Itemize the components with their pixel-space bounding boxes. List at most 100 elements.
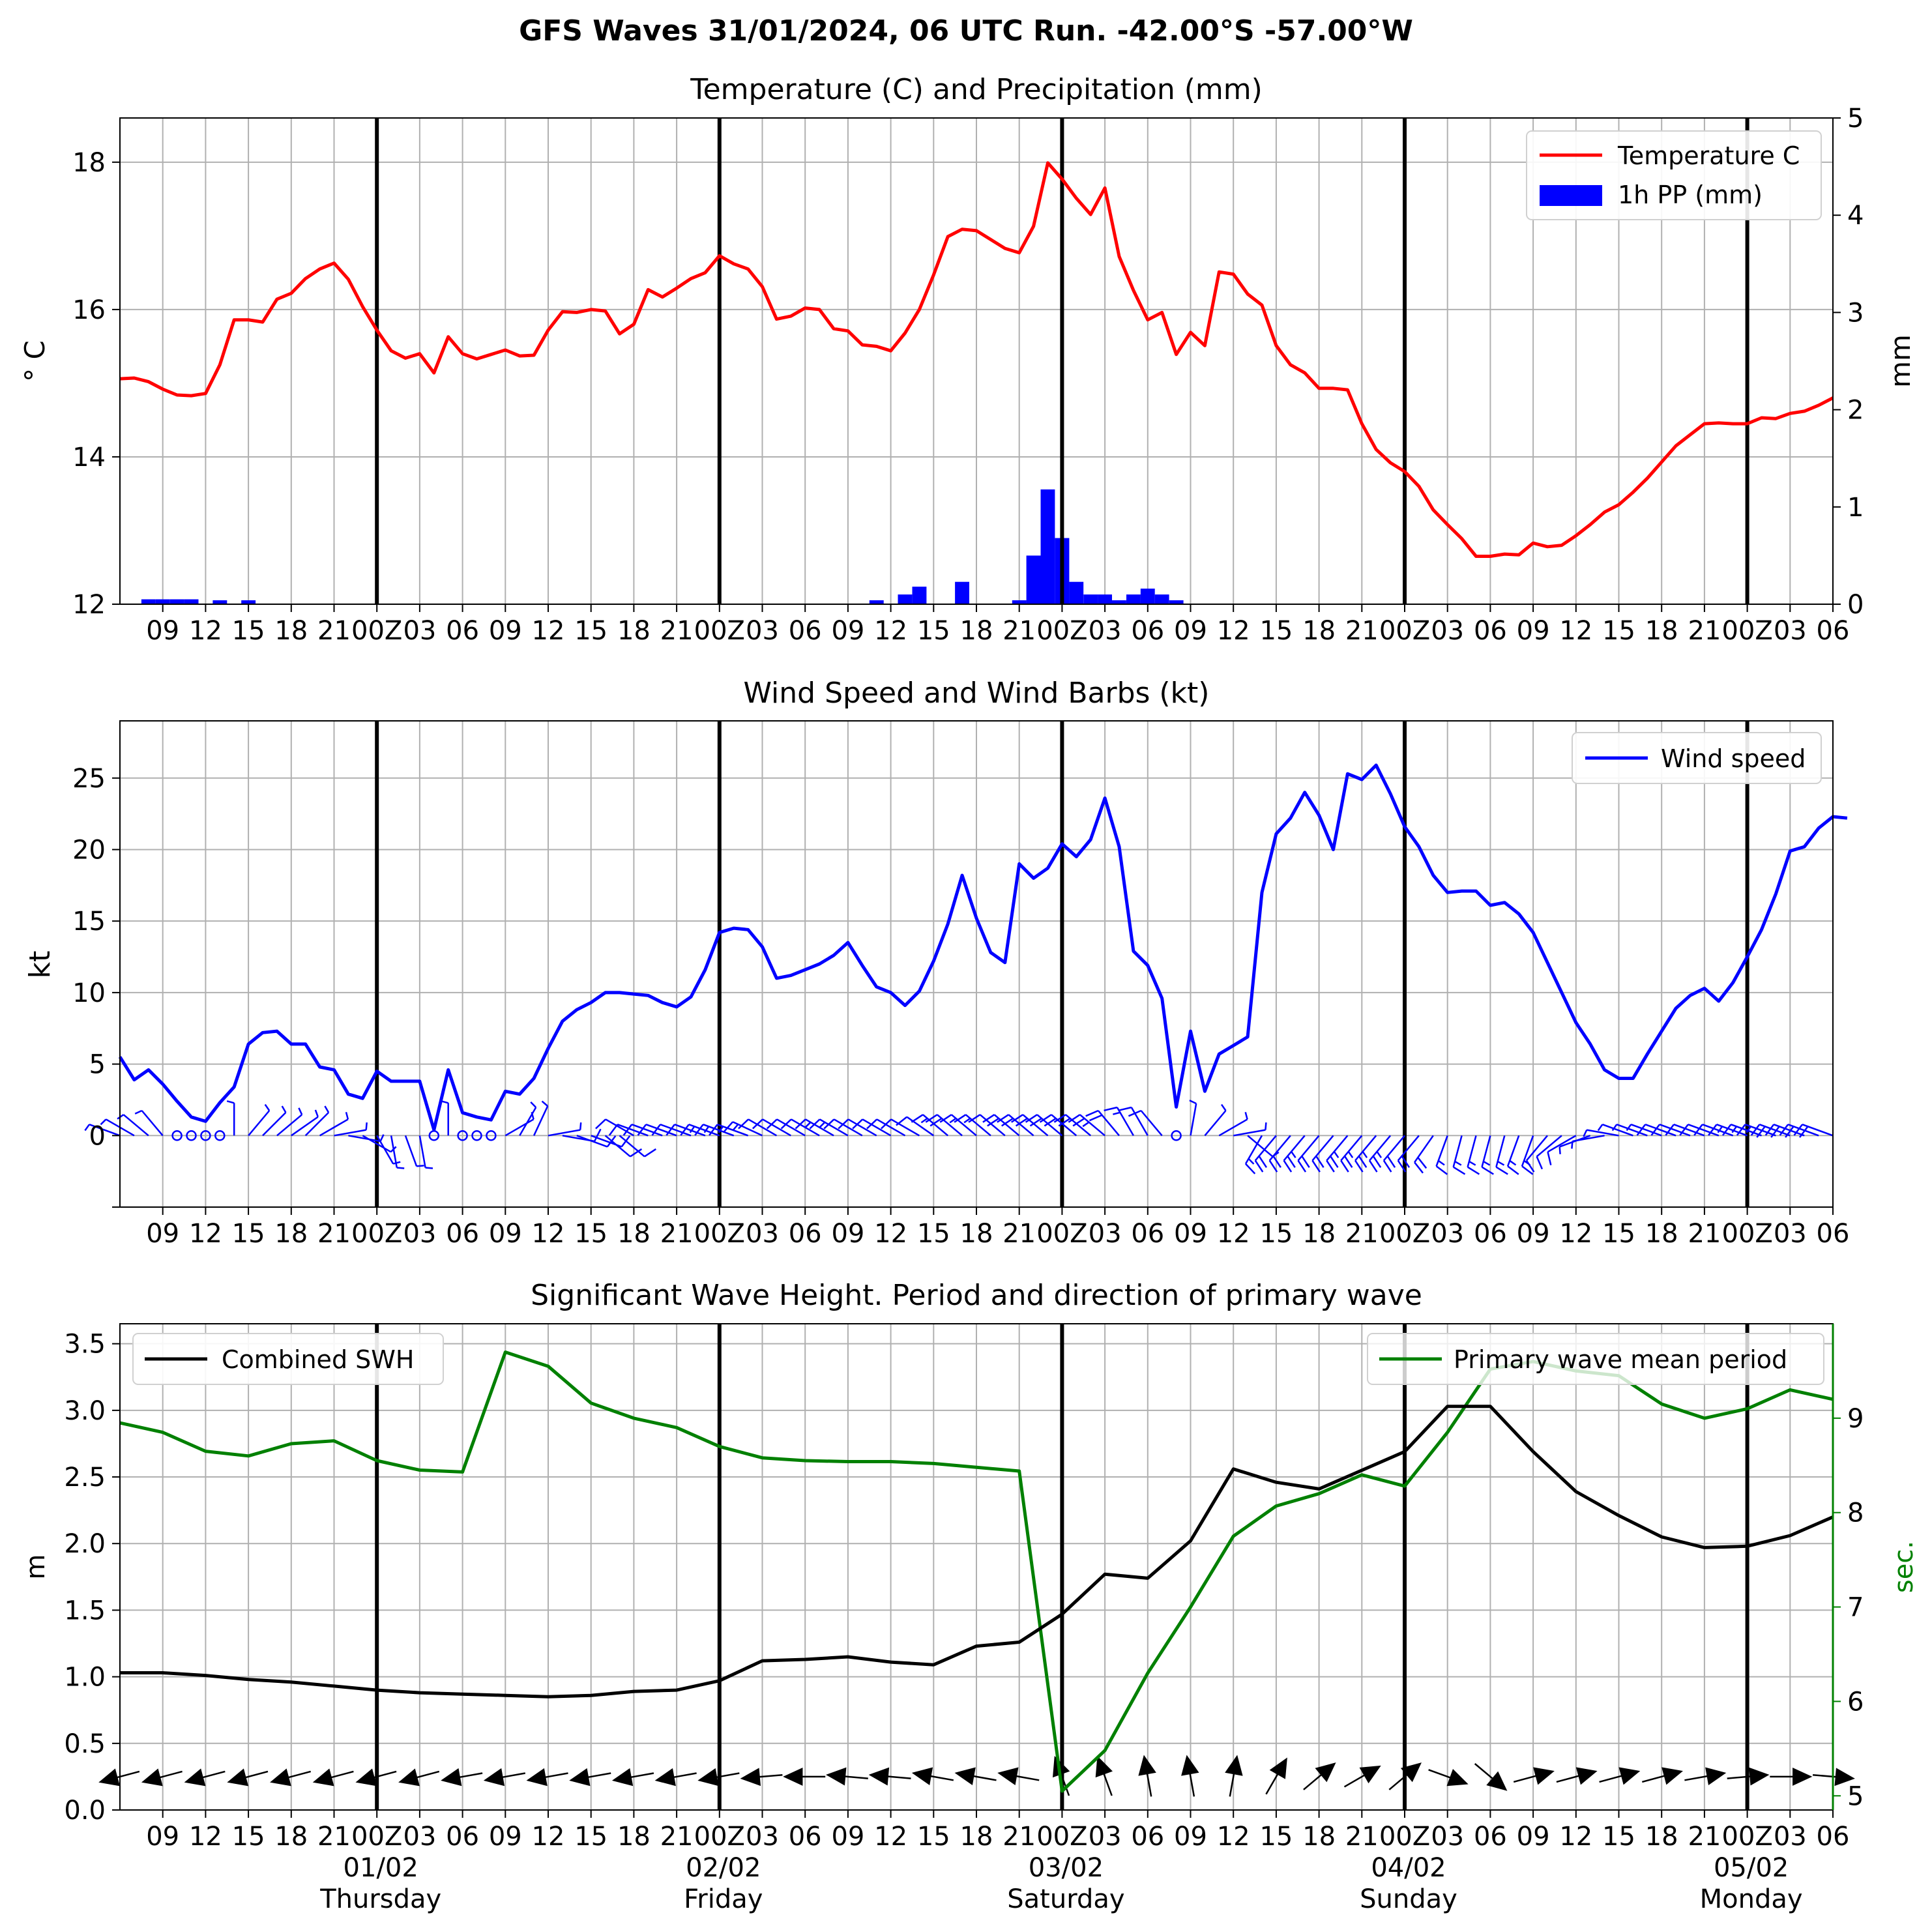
wind-barb-53 [838, 1118, 877, 1137]
legend-swh-label: Combined SWH [222, 1345, 414, 1374]
p3-y2tick-label-0: 5 [1847, 1781, 1864, 1811]
p2-xtick-label-30: 03 [1431, 1219, 1464, 1249]
wind-barb-72 [1118, 1106, 1149, 1136]
p3-xtick-label-14: 03 [746, 1822, 779, 1852]
p3-xtick-label-25: 12 [1217, 1822, 1250, 1852]
p1-xtick-label-16: 09 [831, 616, 864, 646]
p1-xtick-label-1: 12 [189, 616, 222, 646]
p1-xtick-label-27: 18 [1302, 616, 1336, 646]
p1-ytick-label-2: 16 [72, 295, 106, 325]
p3-xtick-label-36: 21 [1688, 1822, 1721, 1852]
precip-bar-19 [1140, 589, 1155, 604]
wind-barb-6 [200, 1130, 211, 1141]
wind-barb-7 [214, 1130, 226, 1141]
wind-barb-68 [1053, 1114, 1092, 1137]
p1-y2tick-label-2: 2 [1847, 396, 1864, 426]
p2-xtick-label-37: 00Z [1721, 1219, 1772, 1249]
wind-barb-37 [608, 1124, 649, 1137]
wind-barb-69 [1068, 1114, 1105, 1137]
wind-barb-13 [304, 1105, 330, 1137]
p2-xtick-label-23: 06 [1131, 1219, 1164, 1249]
panel1-ylabel: ° C [19, 340, 51, 382]
wind-barb-112 [1679, 1124, 1720, 1137]
p2-xtick-label-2: 15 [232, 1219, 265, 1249]
p2-xtick-label-18: 15 [917, 1219, 950, 1249]
wind-barb-52 [823, 1118, 863, 1137]
panel1-title: Temperature (C) and Precipitation (mm) [690, 73, 1263, 106]
p1-xtick-label-20: 21 [1003, 616, 1036, 646]
p1-y2tick-label-3: 3 [1847, 298, 1864, 328]
p2-ytick-label-5: 25 [72, 764, 106, 794]
p1-xtick-label-32: 09 [1517, 616, 1550, 646]
p2-ytick-label-3: 15 [72, 907, 106, 937]
p2-xtick-label-12: 21 [660, 1219, 694, 1249]
panel1-day-dividers [375, 118, 1749, 604]
panel1-y2-ticks: 0 1 2 3 4 5 [1833, 104, 1864, 620]
p3-xtick-label-7: 06 [446, 1822, 479, 1852]
panel2-legend-box [1572, 732, 1822, 784]
wind-barb-56 [881, 1118, 920, 1137]
day-weekday-label-2: Saturday [1007, 1884, 1124, 1914]
wind-barb-42 [680, 1124, 720, 1137]
precip-bar-3 [184, 599, 199, 604]
precip-bar-7 [898, 594, 913, 604]
panel3-ylabel: m [21, 1554, 51, 1580]
p1-y2tick-label-1: 1 [1847, 493, 1864, 523]
p2-xtick-label-20: 21 [1003, 1219, 1036, 1249]
p2-xtick-label-36: 21 [1688, 1219, 1721, 1249]
wind-barb-20 [404, 1135, 424, 1167]
panel3-y2-ticks: 5 6 7 8 9 [1833, 1404, 1864, 1811]
wave-direction-arrow-30 [1388, 1762, 1422, 1790]
p2-xtick-label-27: 18 [1302, 1219, 1336, 1249]
panel3-y-ticks: 0.0 0.5 1.0 1.5 2.0 2.5 3.0 3.5 [64, 1330, 120, 1826]
p3-ytick-label-4: 2.0 [64, 1529, 106, 1559]
panel3-y2label: sec. [1889, 1541, 1919, 1593]
wind-barb-97 [1495, 1135, 1508, 1175]
panel2-grid [120, 721, 1834, 1207]
p3-xtick-label-0: 09 [146, 1822, 179, 1852]
p3-xtick-label-37: 00Z [1721, 1822, 1772, 1852]
p3-ytick-label-2: 1.0 [64, 1663, 106, 1693]
panel1-legend: Temperature C 1h PP (mm) [1526, 130, 1822, 220]
precip-bar-14 [1069, 581, 1084, 604]
day-weekday-label-1: Friday [684, 1884, 763, 1914]
wave-direction-arrow-1 [141, 1768, 183, 1787]
wind-barb-94 [1452, 1135, 1466, 1175]
p3-ytick-label-7: 3.5 [64, 1330, 106, 1360]
p3-xtick-label-1: 12 [189, 1822, 222, 1852]
wind-speed-line [118, 763, 1848, 1131]
p1-xtick-label-21: 00Z [1036, 616, 1087, 646]
wind-barb-44 [709, 1124, 749, 1137]
p3-xtick-label-27: 18 [1302, 1822, 1336, 1852]
panel3-legend-left: Combined SWH [132, 1333, 444, 1385]
wave-direction-arrow-23 [1095, 1756, 1113, 1796]
wind-barb-57 [896, 1116, 935, 1137]
wave-direction-arrow-31 [1428, 1769, 1469, 1787]
precip-bar-9 [955, 581, 969, 604]
p3-xtick-label-39: 06 [1817, 1822, 1850, 1852]
wind-barb-43 [694, 1124, 735, 1137]
wind-barb-9 [248, 1103, 271, 1137]
wave-direction-arrow-4 [270, 1768, 312, 1787]
p3-xtick-label-18: 15 [917, 1822, 950, 1852]
p3-xtick-label-20: 21 [1003, 1822, 1036, 1852]
wind-panel: Wind Speed and Wind Barbs (kt) 0 5 10 15 20 2… [23, 677, 1849, 1249]
p2-xtick-label-22: 03 [1089, 1219, 1122, 1249]
p3-xtick-label-26: 15 [1259, 1822, 1293, 1852]
wind-barb-111 [1665, 1124, 1705, 1137]
p3-xtick-label-34: 15 [1602, 1822, 1635, 1852]
wave-direction-arrow-38 [1727, 1767, 1770, 1786]
wind-barb-76 [1204, 1103, 1227, 1137]
p1-xtick-label-35: 18 [1645, 616, 1678, 646]
p3-xtick-label-19: 18 [960, 1822, 993, 1852]
wave-direction-arrow-25 [1181, 1755, 1199, 1797]
wave-direction-arrow-3 [227, 1768, 269, 1787]
panel3-title: Significant Wave Height. Period and dire… [531, 1279, 1422, 1312]
wind-barb-108 [1626, 1124, 1662, 1137]
wind-barb-101 [1536, 1135, 1562, 1170]
wind-barb-109 [1636, 1124, 1676, 1137]
panel3-legend-right: Primary wave mean period [1367, 1333, 1824, 1385]
p3-ytick-label-6: 3.0 [64, 1396, 106, 1426]
wind-barb-102 [1547, 1135, 1577, 1165]
precip-bar-15 [1083, 594, 1098, 604]
